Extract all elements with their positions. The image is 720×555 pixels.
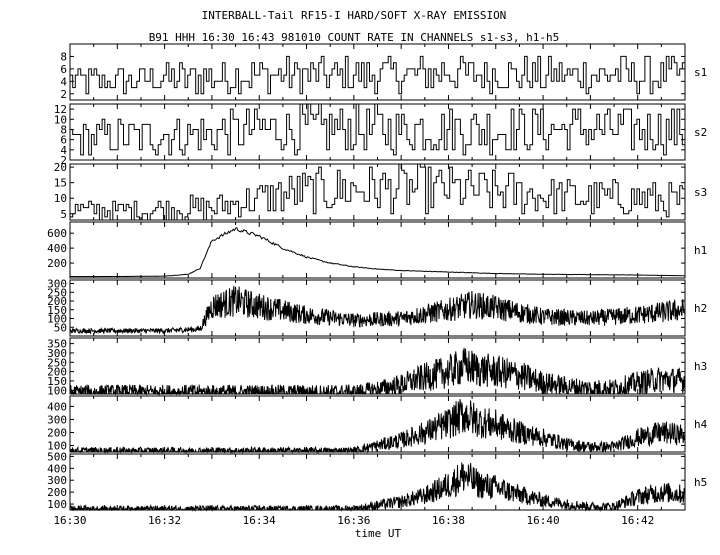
y-tick-label-s2-8: 8 [60, 123, 67, 136]
y-tick-label-h3-350: 350 [47, 338, 67, 351]
series-line-h5 [69, 462, 686, 512]
y-tick-label-s2-10: 10 [54, 113, 67, 126]
y-tick-label-h2-250: 250 [47, 286, 67, 299]
series-line-s2 [70, 103, 686, 156]
series-line-s1 [70, 55, 686, 95]
y-tick-label-h5-400: 400 [47, 462, 67, 475]
x-tick-label-16-32: 16:32 [148, 514, 181, 527]
y-tick-label-s3-20: 20 [54, 161, 67, 174]
y-tick-label-s1-4: 4 [60, 75, 67, 88]
y-tick-label-s3-15: 15 [54, 177, 67, 190]
y-tick-label-h5-500: 500 [47, 450, 67, 463]
y-tick-label-h1-400: 400 [47, 242, 67, 255]
y-tick-label-h3-150: 150 [47, 375, 67, 388]
y-tick-label-h3-200: 200 [47, 366, 67, 379]
series-line-h1 [70, 227, 686, 278]
y-tick-label-h4-200: 200 [47, 426, 67, 439]
y-tick-label-s2-2: 2 [60, 154, 67, 167]
panel-label-h1: h1 [694, 244, 707, 257]
x-tick-label-16-34: 16:34 [243, 514, 276, 527]
y-tick-label-s2-12: 12 [54, 103, 67, 116]
series-line-s3 [70, 163, 685, 221]
y-tick-label-h3-250: 250 [47, 356, 67, 369]
panel-label-h4: h4 [694, 418, 708, 431]
y-tick-label-s3-10: 10 [54, 192, 67, 205]
y-tick-label-h2-50: 50 [54, 321, 67, 334]
y-tick-label-s1-2: 2 [60, 88, 67, 101]
y-tick-label-h2-150: 150 [47, 304, 67, 317]
x-axis-label: time UT [355, 527, 402, 540]
series-line-h4 [69, 399, 686, 454]
panel-label-s1: s1 [694, 66, 707, 79]
y-tick-label-h5-300: 300 [47, 474, 67, 487]
y-tick-label-h3-100: 100 [47, 384, 67, 397]
y-tick-label-h1-200: 200 [47, 257, 67, 270]
y-tick-label-h4-300: 300 [47, 413, 67, 426]
y-tick-label-h5-200: 200 [47, 486, 67, 499]
chart-title: INTERBALL-Tail RF15-I HARD/SOFT X-RAY EM… [202, 9, 507, 22]
panel-label-s3: s3 [694, 186, 707, 199]
series-line-h2 [69, 286, 686, 335]
y-tick-label-h2-200: 200 [47, 295, 67, 308]
panel-label-s2: s2 [694, 126, 707, 139]
y-tick-label-s2-6: 6 [60, 134, 67, 147]
y-tick-label-h5-100: 100 [47, 498, 67, 511]
panel-label-h5: h5 [694, 476, 707, 489]
y-tick-label-h1-600: 600 [47, 227, 67, 240]
panel-label-h3: h3 [694, 360, 707, 373]
chart-subtitle: B91 HHH 16:30 16:43 981010 COUNT RATE IN… [149, 31, 560, 44]
y-tick-label-s3-5: 5 [60, 208, 67, 221]
panels-group: 2468s124681012s25101520s3200400600h15010… [47, 43, 708, 527]
y-tick-label-s2-4: 4 [60, 144, 67, 157]
y-tick-label-h2-100: 100 [47, 313, 67, 326]
series-line-h3 [69, 347, 686, 396]
x-tick-label-16-30: 16:30 [53, 514, 86, 527]
y-tick-label-s1-8: 8 [60, 50, 67, 63]
y-tick-label-h4-400: 400 [47, 400, 67, 413]
y-tick-label-s1-6: 6 [60, 63, 67, 76]
panel-frame-h2 [69, 279, 686, 337]
panel-label-h2: h2 [694, 302, 707, 315]
x-tick-label-16-42: 16:42 [621, 514, 654, 527]
panel-frame-h1 [69, 221, 686, 279]
x-tick-label-16-36: 16:36 [337, 514, 370, 527]
y-tick-label-h2-300: 300 [47, 278, 67, 291]
panel-frame-s3 [69, 163, 686, 221]
x-tick-label-16-38: 16:38 [432, 514, 465, 527]
y-tick-label-h4-100: 100 [47, 439, 67, 452]
x-tick-label-16-40: 16:40 [527, 514, 560, 527]
y-tick-label-h3-300: 300 [47, 347, 67, 360]
